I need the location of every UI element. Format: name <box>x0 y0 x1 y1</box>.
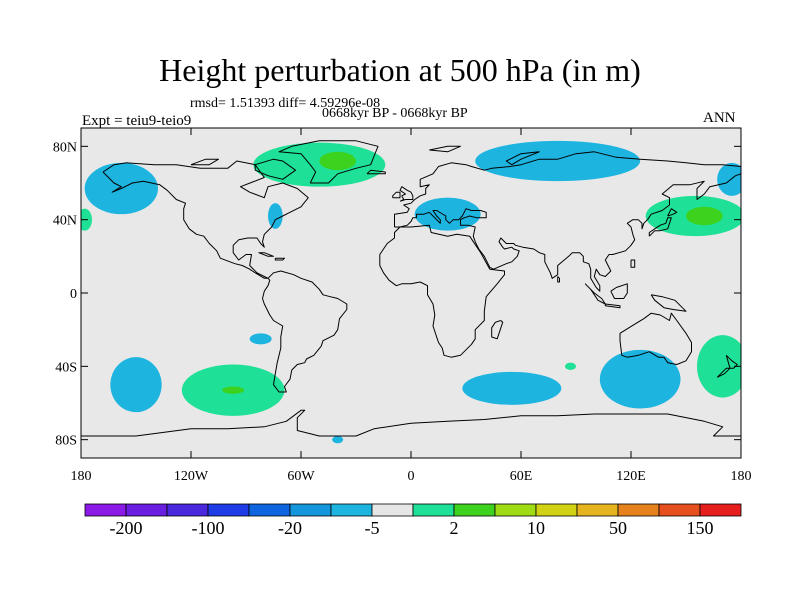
negative-anomaly-region <box>717 162 741 196</box>
negative-anomaly-region <box>462 371 562 405</box>
period-line: 0668kyr BP - 0668kyr BP <box>322 106 468 121</box>
lon-tick-label: 120E <box>616 469 646 484</box>
coastline <box>648 217 672 237</box>
coastline <box>278 140 379 184</box>
colorbar-swatch <box>166 503 209 517</box>
positive-anomaly-region <box>222 386 245 394</box>
coastline-layer <box>81 140 741 437</box>
colorbar-label: -100 <box>192 518 225 538</box>
lon-tick-label: 60E <box>510 469 533 484</box>
anomaly-fill-layer <box>81 140 741 444</box>
map-title: Height perturbation at 500 hPa (in m) <box>159 52 641 88</box>
colorbar-swatch <box>535 503 578 517</box>
colorbar-label: -5 <box>365 518 380 538</box>
negative-anomaly-region <box>268 203 283 229</box>
colorbar-label: 2 <box>450 518 459 538</box>
colorbar-label: 50 <box>609 518 627 538</box>
colorbar-swatch <box>289 503 332 517</box>
experiment-label: Expt = teiu9-teio9 <box>82 113 192 129</box>
season-label: ANN <box>703 110 736 126</box>
coastline <box>505 151 540 166</box>
colorbar-swatch <box>617 503 660 517</box>
colorbar-swatch <box>125 503 168 517</box>
stats-line: rmsd= 1.51393 diff= 4.59296e-08 <box>190 96 381 111</box>
colorbar-swatch <box>412 503 455 517</box>
coastline <box>392 191 401 199</box>
colorbar-swatch <box>453 503 496 517</box>
lat-tick-label: 40N <box>53 214 77 229</box>
coastline <box>491 320 504 340</box>
lon-tick-label: 0 <box>408 469 415 484</box>
lat-tick-label: 0 <box>70 287 77 302</box>
coastline <box>190 158 219 166</box>
positive-anomaly-region <box>253 142 386 187</box>
positive-anomaly-region <box>686 206 723 226</box>
positive-anomaly-region <box>565 362 576 371</box>
colorbar-swatch <box>494 503 537 517</box>
coastline <box>667 208 678 217</box>
colorbar-label: -200 <box>110 518 143 538</box>
coastline <box>102 160 309 279</box>
colorbar-swatch <box>330 503 373 517</box>
coastline <box>604 303 621 309</box>
map-background <box>81 128 741 458</box>
colorbar-swatch <box>658 503 701 517</box>
colorbar: -200 -100 -20 -5 2 10 50 150 <box>84 503 742 538</box>
colorbar-swatch <box>207 503 250 517</box>
coastline <box>619 312 692 365</box>
negative-anomaly-region <box>249 333 272 345</box>
colorbar-label: 10 <box>527 518 545 538</box>
colorbar-swatch <box>371 503 414 517</box>
negative-anomaly-region <box>599 349 681 409</box>
lon-tick-label: 60W <box>287 469 315 484</box>
coastline <box>366 169 386 175</box>
lon-tick-label: 120W <box>174 469 209 484</box>
coastline <box>429 145 461 153</box>
coastline <box>650 294 687 312</box>
coastline <box>399 186 414 202</box>
colorbar-label: 150 <box>687 518 714 538</box>
negative-anomaly-region <box>110 357 162 413</box>
coastline <box>557 276 560 283</box>
negative-anomaly-region <box>414 197 481 231</box>
lon-tick-label: 180 <box>71 469 92 484</box>
coastline <box>379 224 505 358</box>
lat-tick-label: 80S <box>55 434 77 449</box>
coastline <box>716 367 731 378</box>
colorbar-label: -20 <box>278 518 302 538</box>
coastline <box>258 252 274 257</box>
axis-ticks: 80N 40N 0 40S 80S 180 120W 60W 0 60E 120E 180 <box>53 128 752 484</box>
coastline <box>610 283 628 299</box>
lat-tick-label: 80N <box>53 140 77 155</box>
lat-tick-label: 40S <box>55 360 77 375</box>
coastline <box>262 270 348 393</box>
negative-anomaly-region <box>332 436 344 444</box>
colorbar-swatch <box>699 503 742 517</box>
coastline <box>630 259 636 268</box>
positive-anomaly-region <box>697 335 741 398</box>
coastline <box>254 158 296 180</box>
negative-anomaly-region <box>475 140 641 182</box>
colorbar-swatch <box>576 503 619 517</box>
positive-anomaly-region <box>319 151 356 171</box>
coastline <box>394 151 741 292</box>
lon-tick-label: 180 <box>731 469 752 484</box>
colorbar-swatch <box>248 503 291 517</box>
coastline <box>274 257 285 261</box>
colorbar-swatch <box>84 503 127 517</box>
coastline <box>81 409 741 437</box>
